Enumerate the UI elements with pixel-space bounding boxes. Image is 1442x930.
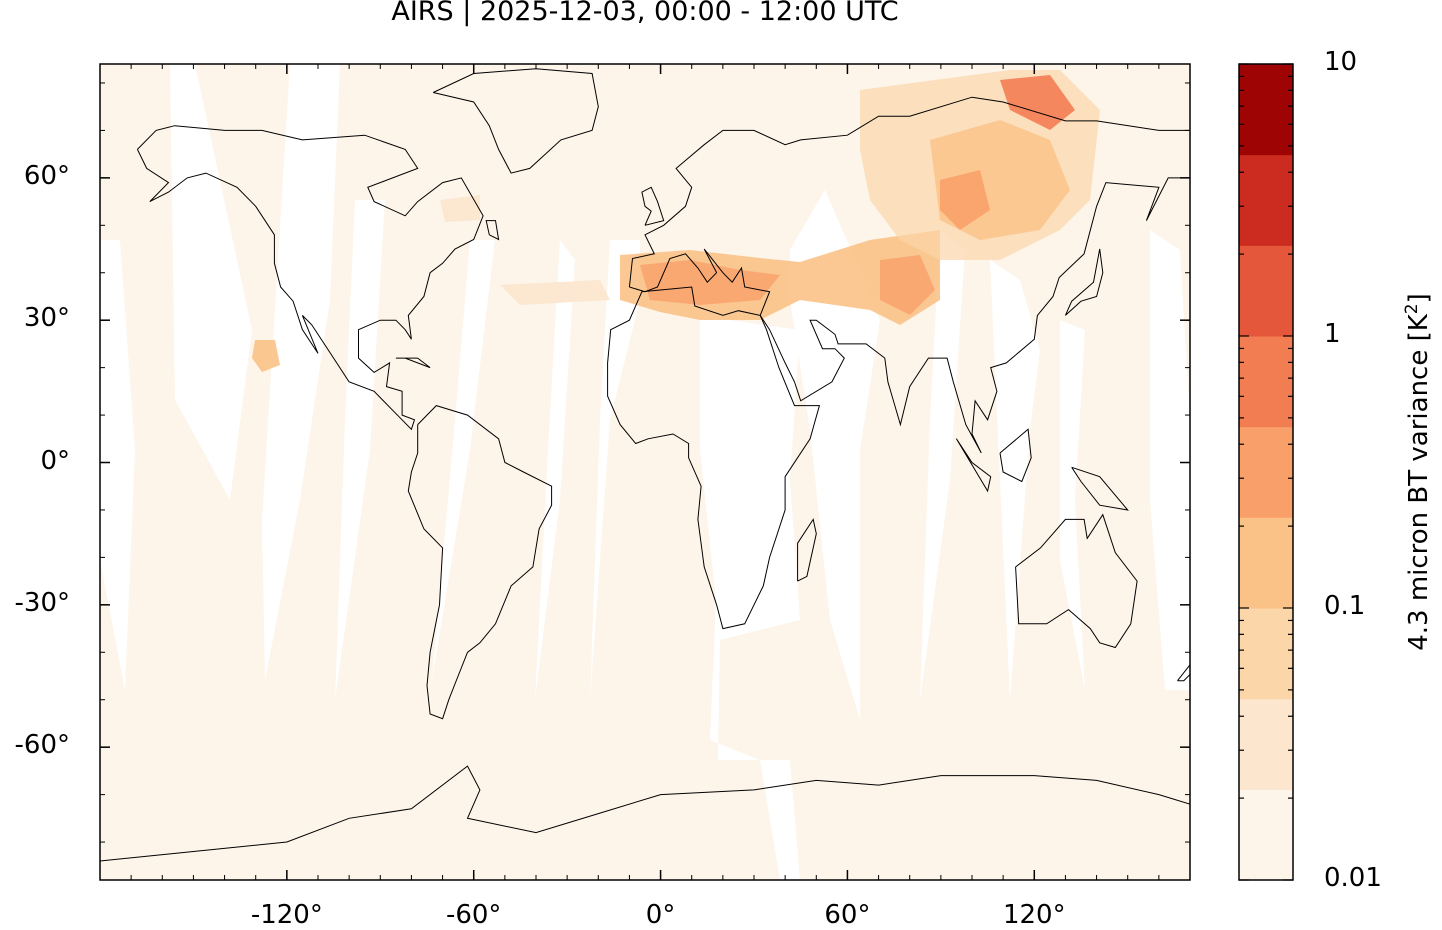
colorbar-ticks: [1239, 63, 1293, 881]
coastlines: [100, 68, 1190, 862]
lat-tick-label: -60°: [14, 730, 70, 761]
coastline: [100, 765, 1190, 862]
colorbar-title-sup: 2: [1402, 303, 1423, 315]
coastline: [641, 186, 665, 226]
coastline: [1064, 248, 1104, 316]
colorbar-frame: [1238, 63, 1294, 881]
colorbar-segment: [1239, 245, 1293, 337]
coastline: [1015, 513, 1138, 649]
swath-gap: [535, 240, 575, 700]
variance-patch: [252, 340, 280, 372]
coastline: [407, 405, 553, 720]
coastline: [395, 357, 431, 369]
colorbar-segment: [1239, 789, 1293, 881]
variance-patch: [640, 260, 780, 305]
colorbar-segment: [1239, 64, 1293, 156]
variance-patch: [500, 280, 610, 305]
lat-tick-label: 0°: [40, 445, 70, 476]
colorbar-segment: [1239, 336, 1293, 428]
lon-tick-label: -120°: [250, 900, 323, 930]
colorbar-title: 4.3 micron BT variance [K2]: [1402, 293, 1434, 651]
swath-gap: [100, 240, 135, 690]
swath-gaps: [100, 64, 1190, 880]
lon-tick-label: -60°: [445, 900, 502, 930]
colorbar-segment: [1239, 154, 1293, 246]
coastline: [1071, 466, 1129, 511]
variance-field: [252, 70, 1100, 372]
colorbar-tick-label: 0.1: [1324, 591, 1366, 621]
colorbar-tick-label: 1: [1324, 319, 1341, 349]
variance-patch: [880, 255, 935, 315]
lon-tick-label: 0°: [645, 900, 676, 930]
coastline: [999, 428, 1032, 483]
lat-tick-label: 30°: [23, 303, 70, 334]
colorbar: [1239, 64, 1293, 881]
coastline: [797, 518, 817, 582]
coastline: [485, 220, 500, 241]
lat-tick-label: -30°: [14, 587, 70, 618]
colorbar-segment: [1239, 426, 1293, 518]
colorbar-tick-label: 0.01: [1324, 863, 1382, 893]
swath-gap: [335, 200, 385, 700]
swath-gap: [700, 300, 800, 880]
swath-gap: [1060, 320, 1085, 690]
map-title: AIRS | 2025-12-03, 00:00 - 12:00 UTC: [391, 0, 899, 27]
colorbar-title-close: ]: [1403, 293, 1434, 304]
variance-patch: [940, 170, 990, 230]
swath-gap: [262, 64, 340, 680]
minor-ticks: [99, 64, 1191, 880]
colorbar-segment: [1239, 608, 1293, 700]
colorbar-title-text: 4.3 micron BT variance [K: [1403, 314, 1434, 651]
lon-tick-label: 120°: [1002, 900, 1066, 930]
coastline: [628, 96, 1190, 454]
lon-tick-label: 60°: [824, 900, 871, 930]
colorbar-segment: [1239, 698, 1293, 790]
coastline: [607, 286, 821, 630]
swath-gap: [432, 240, 495, 680]
swath-gap: [170, 64, 252, 500]
swath-gap: [920, 230, 965, 700]
map-plot-area: [100, 64, 1190, 880]
swath-gap: [1150, 230, 1190, 690]
map-frame: [99, 63, 1191, 881]
swath-gap: [790, 190, 880, 720]
swath-gap: [990, 260, 1040, 700]
variance-patch: [440, 195, 480, 222]
lat-tick-label: 60°: [23, 160, 70, 191]
variance-patch: [1000, 75, 1075, 130]
coastline: [136, 125, 484, 431]
colorbar-segment: [1239, 517, 1293, 609]
coastline: [955, 438, 992, 493]
colorbar-tick-label: 10: [1324, 47, 1358, 77]
coastline: [1177, 664, 1190, 682]
